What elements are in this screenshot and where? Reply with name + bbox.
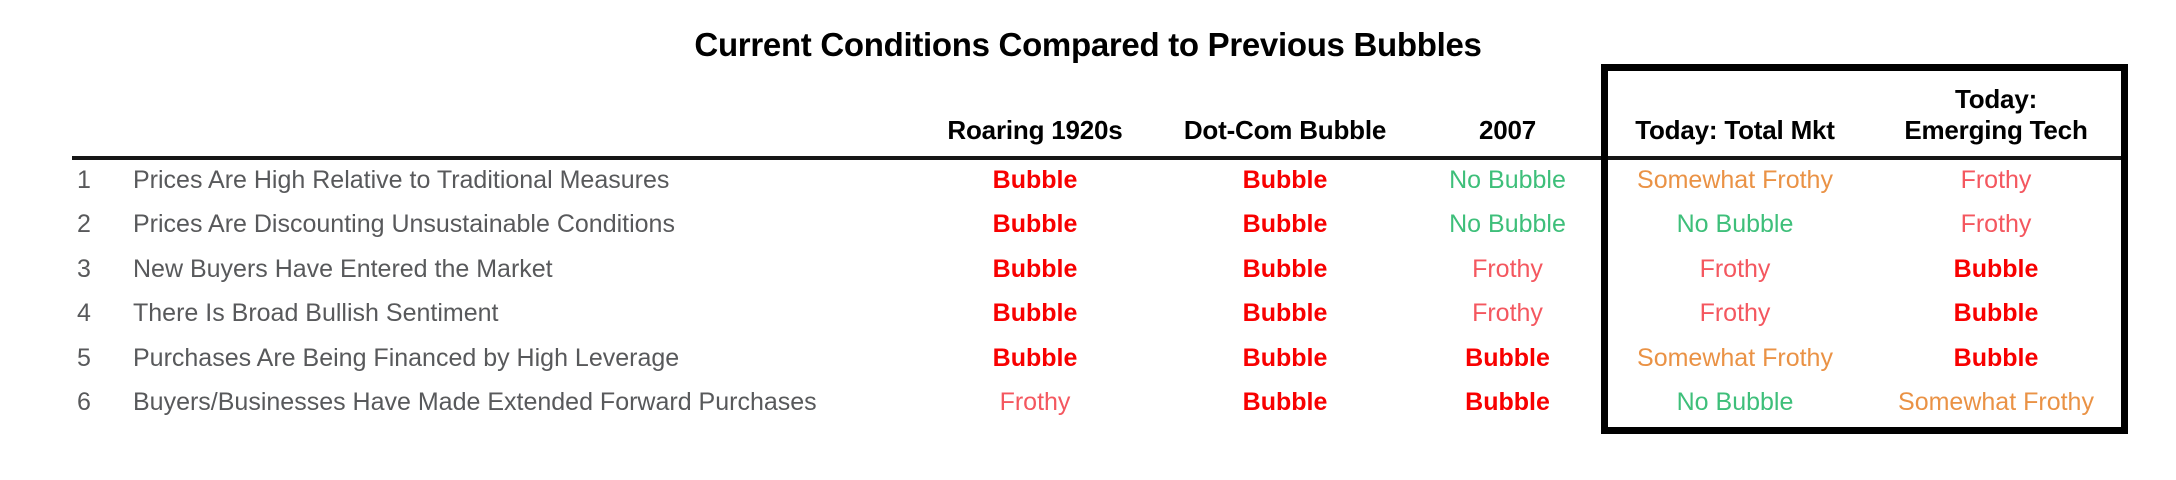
comparison-table: Roaring 1920s Dot-Com Bubble 2007 Today:… [72, 65, 2127, 425]
cell-value: Bubble [1242, 343, 1328, 372]
row-number: 6 [77, 388, 91, 417]
cell-value: No Bubble [1676, 388, 1794, 417]
row-number: 3 [77, 254, 91, 283]
cell-value: Frothy [1699, 299, 1771, 328]
today-columns-highlight-box [1601, 64, 2128, 434]
cell-value: Frothy [999, 388, 1071, 417]
row-number: 5 [77, 343, 91, 372]
cell-value: Frothy [1472, 254, 1543, 283]
cell-value: Bubble [992, 165, 1078, 194]
table-row: 1 Prices Are High Relative to Traditiona… [72, 158, 2127, 203]
cell-value: Bubble [1953, 254, 2039, 283]
table-row: 6 Buyers/Businesses Have Made Extended F… [72, 381, 2127, 426]
table-row: 2 Prices Are Discounting Unsustainable C… [72, 203, 2127, 248]
cell-value: Bubble [1953, 343, 2039, 372]
row-number: 2 [77, 210, 91, 239]
cell-value: Bubble [992, 254, 1078, 283]
cell-value: Somewhat Frothy [1637, 165, 1833, 194]
cell-value: No Bubble [1676, 210, 1794, 239]
cell-value: Frothy [1699, 254, 1771, 283]
cell-value: Somewhat Frothy [1637, 343, 1833, 372]
cell-value: Bubble [1242, 388, 1328, 417]
row-label: Purchases Are Being Financed by High Lev… [133, 343, 680, 372]
page-title: Current Conditions Compared to Previous … [694, 26, 1482, 63]
cell-value: Bubble [992, 210, 1078, 239]
cell-value: Bubble [992, 343, 1078, 372]
cell-value: Bubble [1465, 343, 1550, 372]
cell-value: Bubble [1953, 299, 2039, 328]
cell-value: Frothy [1960, 165, 2032, 194]
header-divider-line [72, 156, 2127, 160]
cell-value: Bubble [1242, 210, 1328, 239]
column-header-dot-com-bubble: Dot-Com Bubble [1183, 115, 1387, 146]
cell-value: Bubble [1242, 165, 1328, 194]
cell-value: Somewhat Frothy [1898, 388, 2094, 417]
cell-value: Bubble [1242, 254, 1328, 283]
cell-value: Bubble [992, 299, 1078, 328]
table-row: 5 Purchases Are Being Financed by High L… [72, 336, 2127, 381]
row-number: 4 [77, 299, 91, 328]
table-row: 3 New Buyers Have Entered the Market Bub… [72, 247, 2127, 292]
row-label: Buyers/Businesses Have Made Extended For… [133, 388, 817, 417]
cell-value: Frothy [1960, 210, 2032, 239]
row-number: 1 [77, 165, 91, 194]
column-header-roaring-1920s: Roaring 1920s [947, 115, 1123, 146]
cell-value: Bubble [1465, 388, 1550, 417]
row-label: There Is Broad Bullish Sentiment [133, 299, 499, 328]
cell-value: No Bubble [1449, 165, 1566, 194]
header-row: Roaring 1920s Dot-Com Bubble 2007 Today:… [72, 65, 2127, 158]
row-label: Prices Are Discounting Unsustainable Con… [133, 210, 675, 239]
table-row: 4 There Is Broad Bullish Sentiment Bubbl… [72, 292, 2127, 337]
column-header-today-total-mkt: Today: Total Mkt [1635, 115, 1835, 146]
cell-value: Frothy [1472, 299, 1543, 328]
cell-value: No Bubble [1449, 210, 1566, 239]
row-label: New Buyers Have Entered the Market [133, 254, 553, 283]
row-label: Prices Are High Relative to Traditional … [133, 165, 670, 194]
cell-value: Bubble [1242, 299, 1328, 328]
column-header-today-emerging-tech: Today: Emerging Tech [1904, 83, 2088, 146]
column-header-2007: 2007 [1478, 115, 1537, 146]
